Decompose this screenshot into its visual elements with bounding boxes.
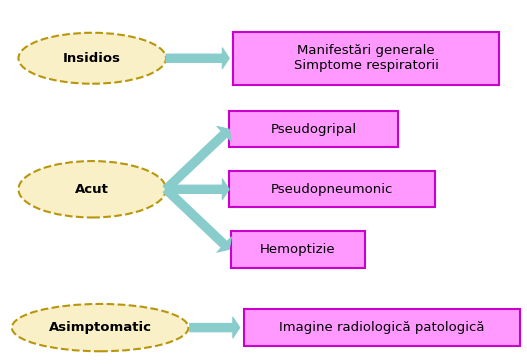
Text: Manifestări generale
Simptome respiratorii: Manifestări generale Simptome respirator… — [294, 44, 438, 72]
Ellipse shape — [12, 304, 189, 351]
Text: Hemoptizie: Hemoptizie — [260, 243, 336, 256]
Ellipse shape — [18, 161, 166, 217]
FancyBboxPatch shape — [229, 111, 398, 147]
Text: Insidios: Insidios — [63, 52, 121, 65]
FancyBboxPatch shape — [243, 309, 521, 346]
FancyBboxPatch shape — [233, 32, 500, 84]
Ellipse shape — [18, 33, 166, 84]
FancyBboxPatch shape — [229, 171, 435, 207]
FancyBboxPatch shape — [230, 231, 365, 268]
Text: Acut: Acut — [75, 183, 109, 196]
Text: Imagine radiologică patologică: Imagine radiologică patologică — [279, 321, 485, 334]
Text: Pseudogripal: Pseudogripal — [270, 123, 357, 136]
Text: Pseudopneumonic: Pseudopneumonic — [271, 183, 393, 196]
Text: Asimptomatic: Asimptomatic — [48, 321, 152, 334]
